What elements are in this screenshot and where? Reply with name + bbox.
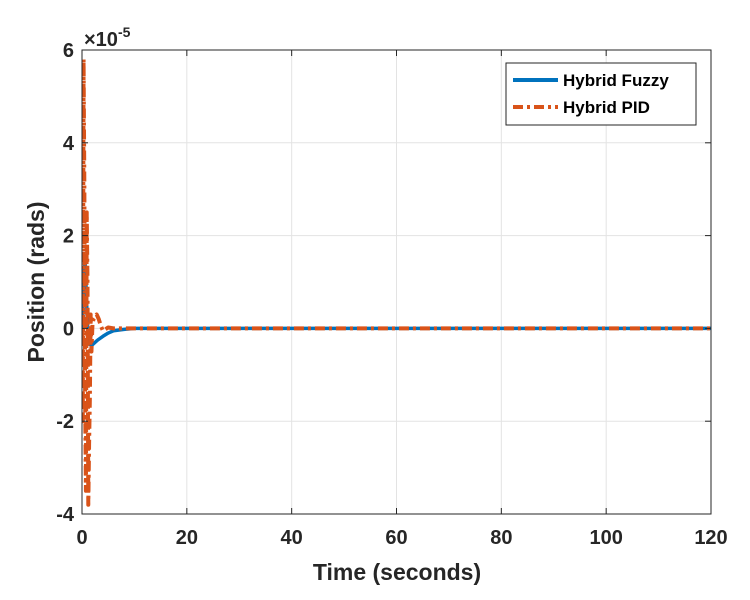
x-tick-label: 100 — [589, 527, 622, 549]
x-tick-label: 80 — [490, 527, 512, 549]
y-tick-label: 2 — [63, 226, 74, 248]
y-tick-label: 6 — [63, 40, 74, 62]
y-tick-label: 4 — [63, 133, 75, 155]
legend-box — [505, 62, 697, 126]
x-tick-labels: 0 20 40 60 80 100 120 — [76, 527, 727, 549]
legend-label-hybrid-fuzzy: Hybrid Fuzzy — [563, 71, 669, 90]
series-line-hybrid-pid — [82, 57, 711, 507]
legend-label-hybrid-pid: Hybrid PID — [563, 98, 650, 117]
x-axis-label: Time (seconds) — [313, 559, 481, 585]
x-tick-label: 40 — [281, 527, 303, 549]
y-tick-label: 0 — [63, 318, 74, 340]
x-tick-label: 0 — [76, 527, 87, 549]
tick-marks — [81, 49, 712, 515]
y-exponent-label: ×10-5 — [84, 24, 131, 51]
legend: Hybrid Fuzzy Hybrid PID — [505, 62, 697, 126]
y-exponent-power: -5 — [118, 24, 131, 40]
y-tick-labels: -4 -2 0 2 4 6 — [56, 40, 75, 526]
y-axis-label: Position (rads) — [23, 201, 49, 362]
y-tick-label: -4 — [56, 504, 75, 526]
x-tick-label: 20 — [176, 527, 198, 549]
y-tick-label: -2 — [56, 411, 74, 433]
x-tick-label: 120 — [694, 527, 727, 549]
x-tick-label: 60 — [385, 527, 407, 549]
series-layer — [82, 57, 711, 507]
y-exponent-times: ×10 — [84, 29, 118, 51]
